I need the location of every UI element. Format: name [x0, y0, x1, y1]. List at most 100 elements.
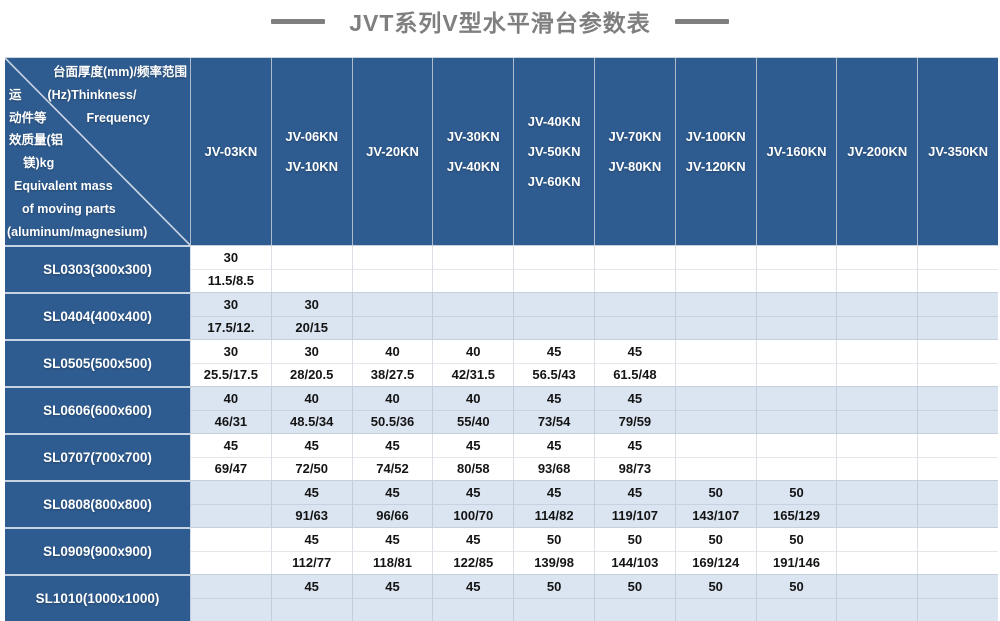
data-cell — [756, 434, 837, 480]
thickness-value: 50 — [514, 528, 594, 552]
frequency-range-value — [918, 364, 998, 387]
frequency-range-value: 118/81 — [353, 552, 433, 575]
thickness-value — [757, 387, 837, 411]
row-label: SL0707(700x700) — [5, 433, 190, 480]
thickness-value: 45 — [433, 575, 513, 599]
thickness-value: 50 — [757, 481, 837, 505]
data-cell — [917, 246, 998, 292]
thickness-value — [837, 528, 917, 552]
thickness-value — [837, 434, 917, 458]
data-cell — [917, 293, 998, 339]
thickness-value — [918, 246, 998, 270]
corner-line-4: 效质量(铝 — [9, 129, 190, 152]
thickness-value — [433, 246, 513, 270]
data-cell — [432, 246, 513, 292]
frequency-range-value: 73/54 — [514, 411, 594, 434]
frequency-range-value — [918, 458, 998, 481]
frequency-range-value — [837, 599, 917, 621]
frequency-range-value — [757, 458, 837, 481]
data-cell — [675, 246, 756, 292]
corner-line-8: (aluminum/magnesium) — [7, 221, 190, 244]
data-cell: 50 — [594, 575, 675, 621]
frequency-range-value — [837, 411, 917, 434]
column-header-jv350: JV-350KN — [917, 58, 998, 245]
frequency-range-value — [837, 317, 917, 340]
page-title-bar: JVT系列V型水平滑台参数表 — [0, 0, 1000, 42]
frequency-range-value: 11.5/8.5 — [191, 270, 271, 293]
frequency-range-value — [757, 270, 837, 293]
thickness-value — [676, 246, 756, 270]
thickness-value: 45 — [595, 481, 675, 505]
data-cell — [190, 481, 271, 527]
data-cell — [917, 575, 998, 621]
table-row: SL1010(1000x1000) 45 45 45 50 50 50 50 — [5, 574, 998, 621]
frequency-range-value: 72/50 — [272, 458, 352, 481]
frequency-range-value — [272, 599, 352, 621]
thickness-value: 45 — [353, 434, 433, 458]
frequency-range-value: 114/82 — [514, 505, 594, 528]
thickness-value — [918, 387, 998, 411]
thickness-value: 50 — [595, 528, 675, 552]
frequency-range-value — [837, 270, 917, 293]
data-cell — [836, 481, 917, 527]
column-header-jv40-50-60: JV-40KN JV-50KN JV-60KN — [513, 58, 594, 245]
thickness-value: 45 — [353, 575, 433, 599]
frequency-range-value: 91/63 — [272, 505, 352, 528]
frequency-range-value — [433, 270, 513, 293]
data-cell: 50 — [675, 575, 756, 621]
thickness-value: 45 — [595, 387, 675, 411]
frequency-range-value — [353, 270, 433, 293]
data-cell — [836, 246, 917, 292]
thickness-value — [676, 434, 756, 458]
thickness-value: 45 — [595, 434, 675, 458]
frequency-range-value: 96/66 — [353, 505, 433, 528]
thickness-value: 45 — [514, 340, 594, 364]
frequency-range-value — [757, 317, 837, 340]
thickness-value — [595, 246, 675, 270]
thickness-value: 40 — [433, 340, 513, 364]
frequency-range-value — [676, 364, 756, 387]
thickness-value — [191, 575, 271, 599]
thickness-value — [676, 340, 756, 364]
thickness-value — [676, 293, 756, 317]
thickness-value: 45 — [272, 434, 352, 458]
thickness-value: 40 — [353, 387, 433, 411]
frequency-range-value: 191/146 — [757, 552, 837, 575]
frequency-range-value: 28/20.5 — [272, 364, 352, 387]
data-cell — [190, 575, 271, 621]
frequency-range-value: 139/98 — [514, 552, 594, 575]
thickness-value: 45 — [272, 575, 352, 599]
frequency-range-value: 112/77 — [272, 552, 352, 575]
thickness-value — [837, 575, 917, 599]
data-cell — [836, 528, 917, 574]
frequency-range-value — [433, 317, 513, 340]
thickness-value: 45 — [353, 528, 433, 552]
column-header-jv20: JV-20KN — [352, 58, 433, 245]
row-label: SL0606(600x600) — [5, 386, 190, 433]
frequency-range-value: 56.5/43 — [514, 364, 594, 387]
frequency-range-value — [757, 411, 837, 434]
data-cell — [352, 246, 433, 292]
thickness-value — [757, 246, 837, 270]
column-header-jv03: JV-03KN — [190, 58, 271, 245]
thickness-value: 40 — [272, 387, 352, 411]
thickness-value: 45 — [433, 528, 513, 552]
frequency-range-value — [191, 599, 271, 621]
